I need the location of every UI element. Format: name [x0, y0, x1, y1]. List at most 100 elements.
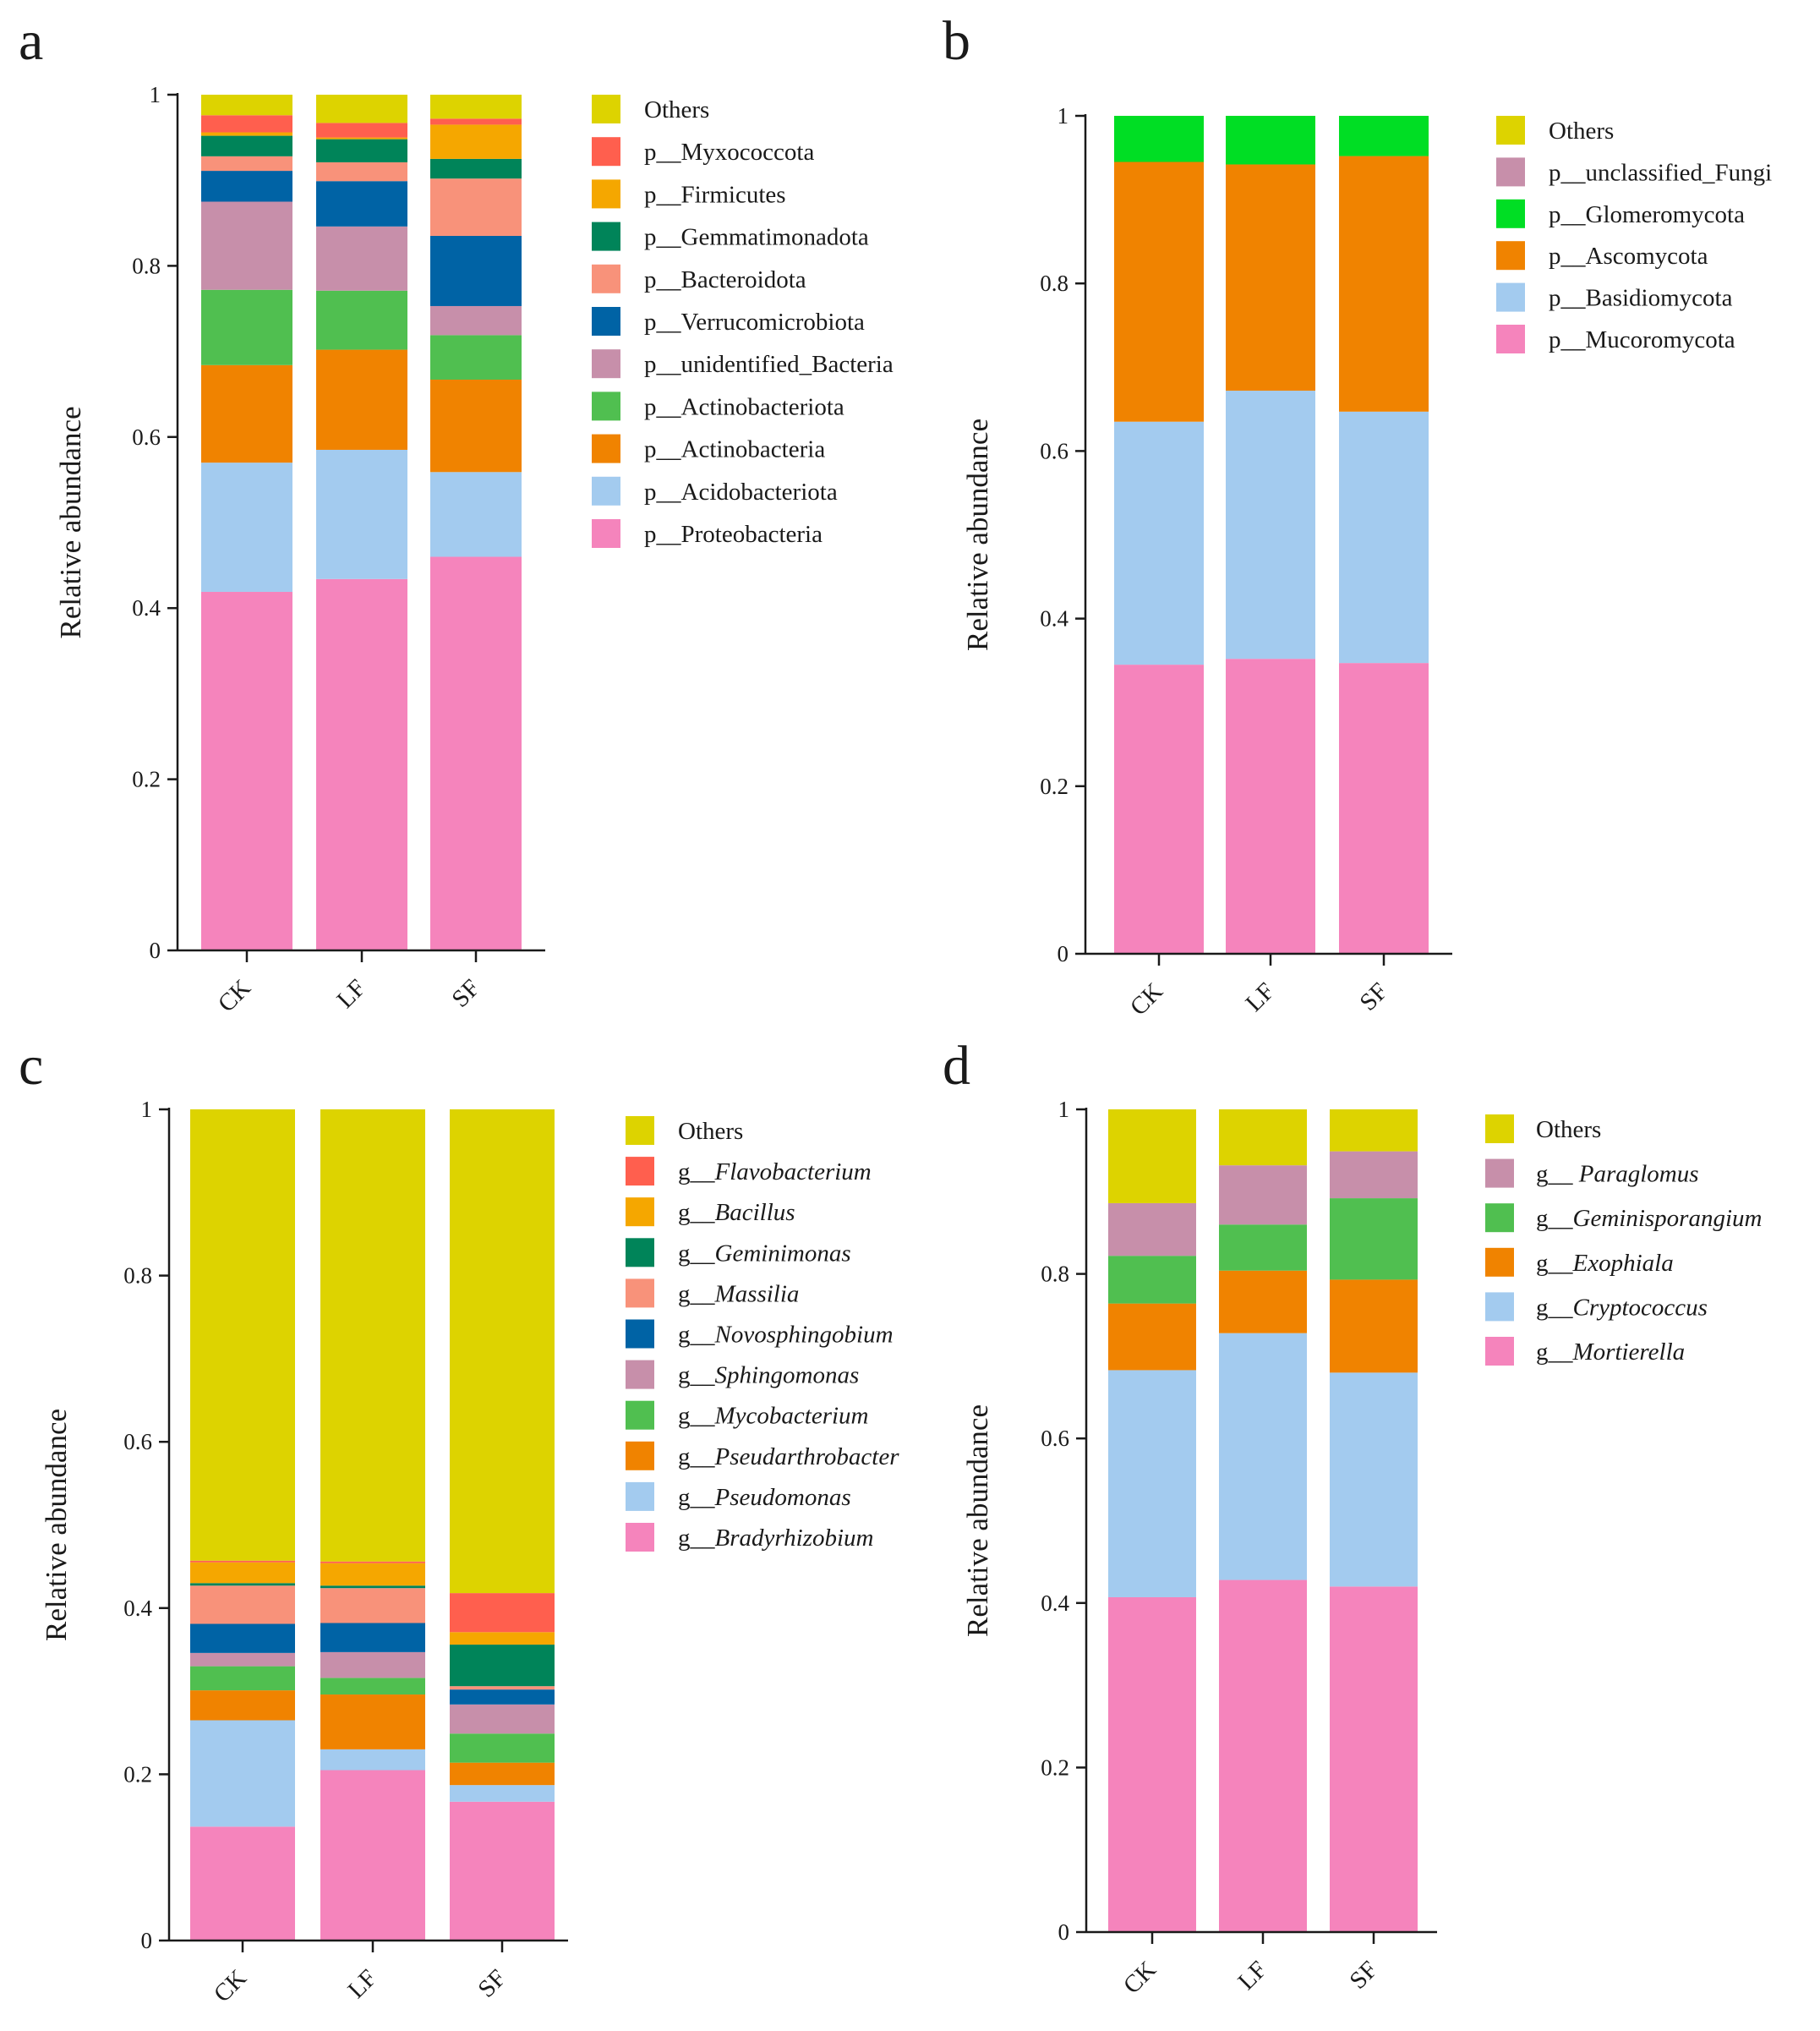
- x-category-label-lf: LF: [342, 1964, 382, 2004]
- bar-segment-lf-10: [320, 1109, 425, 1562]
- panel-b: b 0 0.2 0.4 0.6 0.8 1 CK LF SF Relative abundance O…: [943, 10, 1772, 1021]
- x-category-label-ck: CK: [1118, 1956, 1161, 1999]
- bar-segment-ck-4: [1108, 1203, 1196, 1256]
- bar-segment-ck-6: [190, 1585, 295, 1623]
- y-tick-label: 0.4: [1041, 1590, 1069, 1616]
- legend-swatch: [626, 1360, 654, 1389]
- legend-label: p__Ascomycota: [1549, 243, 1708, 270]
- legend-swatch: [626, 1523, 654, 1552]
- x-category-label-ck: CK: [213, 974, 256, 1017]
- y-tick-label: 1: [1058, 1097, 1070, 1122]
- legend: Others p__unclassified_Fungi p__Glomeromyc…: [1496, 116, 1772, 353]
- legend-label: g__Bradyrhizobium: [678, 1525, 873, 1552]
- legend-label: g__Flavobacterium: [678, 1158, 872, 1185]
- panel-c: c 0 0.2 0.4 0.6 0.8 1 CK LF SF Relative abundance O…: [19, 1035, 899, 2007]
- bar-segment-sf-6: [450, 1686, 555, 1689]
- bar-segment-sf-1: [430, 472, 522, 556]
- bar-segment-lf-9: [320, 1562, 425, 1563]
- bar-segment-ck-5: [1108, 1109, 1196, 1203]
- bar-segment-lf-0: [1219, 1580, 1307, 1932]
- bar-segment-sf-2: [1330, 1279, 1418, 1372]
- legend-label: Others: [1536, 1116, 1601, 1143]
- legend-label: g__Sphingomonas: [678, 1362, 859, 1389]
- panel-letter-c: c: [19, 1035, 43, 1097]
- bar-segment-ck-1: [201, 463, 292, 592]
- x-category-label-sf: SF: [1345, 1956, 1383, 1994]
- legend-swatch: [1485, 1337, 1514, 1366]
- bar-segment-sf-10: [450, 1109, 555, 1593]
- legend-label: g__Pseudarthrobacter: [678, 1443, 899, 1470]
- bar-segment-ck-3: [1114, 116, 1204, 162]
- legend-label: g__Mycobacterium: [678, 1403, 869, 1430]
- bar-segment-ck-7: [201, 136, 292, 156]
- panel-a: a 0 0.2 0.4 0.6 0.8 1 CK LF SF Relative abundance O…: [19, 10, 894, 1017]
- y-tick-label: 1: [1058, 103, 1069, 129]
- bar-segment-lf-2: [320, 1694, 425, 1749]
- legend-swatch: [592, 519, 620, 548]
- legend-swatch: [592, 477, 620, 506]
- legend: Others p__Myxococcota p__Firmicutes p__Gemm…: [592, 95, 894, 548]
- bar-segment-lf-9: [316, 123, 407, 137]
- y-tick-label: 0.4: [132, 595, 161, 621]
- y-tick-label: 0.6: [132, 424, 161, 450]
- bar-segment-lf-0: [316, 579, 407, 950]
- legend-swatch: [1485, 1292, 1514, 1321]
- legend-label: g__Mortierella: [1536, 1338, 1685, 1366]
- y-tick-label: 0: [141, 1928, 153, 1953]
- legend-label: p__Myxococcota: [644, 139, 814, 166]
- legend-swatch: [626, 1157, 654, 1185]
- bar-segment-ck-5: [190, 1623, 295, 1652]
- bar-segment-lf-3: [320, 1678, 425, 1694]
- legend-swatch: [592, 222, 620, 251]
- bar-segment-ck-8: [201, 133, 292, 136]
- legend-label: g__Exophiala: [1536, 1250, 1674, 1277]
- panel-d: d 0 0.2 0.4 0.6 0.8 1 CK LF SF Relative abundance O…: [943, 1035, 1762, 1999]
- bar-segment-sf-9: [430, 118, 522, 124]
- y-tick-label: 0.4: [1040, 606, 1068, 632]
- bar-segment-ck-0: [1108, 1597, 1196, 1932]
- bar-segment-lf-3: [316, 291, 407, 350]
- y-axis-title: Relative abundance: [961, 419, 994, 651]
- bar-segment-ck-3: [201, 290, 292, 365]
- bar-segment-ck-2: [1114, 162, 1204, 422]
- legend-label: g__Bacillus: [678, 1199, 795, 1226]
- x-category-label-ck: CK: [209, 1964, 252, 2007]
- bar-segment-sf-7: [450, 1645, 555, 1686]
- legend-label: g__ Paraglomus: [1536, 1161, 1699, 1188]
- legend-swatch: [592, 349, 620, 378]
- y-tick-label: 0.6: [123, 1429, 152, 1454]
- bar-segment-ck-1: [1108, 1370, 1196, 1597]
- bar-segment-sf-10: [430, 95, 522, 118]
- bar-segment-ck-3: [190, 1667, 295, 1691]
- bar-segment-sf-0: [1330, 1586, 1418, 1932]
- legend-label: Others: [678, 1118, 743, 1145]
- legend-swatch: [626, 1238, 654, 1267]
- bar-segment-lf-4: [320, 1652, 425, 1678]
- y-tick-label: 0: [1058, 1919, 1070, 1945]
- y-tick-label: 0.2: [1040, 774, 1068, 799]
- y-tick-label: 1: [141, 1097, 153, 1122]
- legend-swatch: [1496, 116, 1525, 145]
- x-category-label-lf: LF: [1232, 1956, 1272, 1995]
- legend-label: p__Actinobacteriota: [644, 393, 844, 420]
- bar-segment-sf-3: [1339, 116, 1429, 156]
- legend-swatch: [626, 1116, 654, 1145]
- bar-segment-lf-0: [1226, 659, 1315, 954]
- legend-label: p__Glomeromycota: [1549, 201, 1745, 228]
- bar-segment-lf-5: [1219, 1109, 1307, 1165]
- y-tick-label: 0.4: [123, 1596, 152, 1621]
- bar-segment-sf-7: [430, 159, 522, 178]
- x-category-label-lf: LF: [1240, 977, 1280, 1017]
- bar-segment-lf-4: [1219, 1165, 1307, 1224]
- legend-label: g__Geminimonas: [678, 1240, 851, 1267]
- bar-segment-ck-0: [201, 592, 292, 950]
- legend-label: g__Novosphingobium: [678, 1322, 894, 1349]
- bar-segment-lf-7: [316, 140, 407, 162]
- bar-segment-ck-4: [201, 202, 292, 290]
- y-tick-label: 0.8: [123, 1263, 152, 1289]
- x-category-label-sf: SF: [1355, 977, 1393, 1015]
- legend-label: p__Acidobacteriota: [644, 479, 838, 506]
- bar-segment-sf-3: [1330, 1198, 1418, 1279]
- figure: a00.20.40.60.81CK LF SFRelative abundanceO…: [0, 0, 1820, 2031]
- legend-label: g__Massilia: [678, 1280, 799, 1307]
